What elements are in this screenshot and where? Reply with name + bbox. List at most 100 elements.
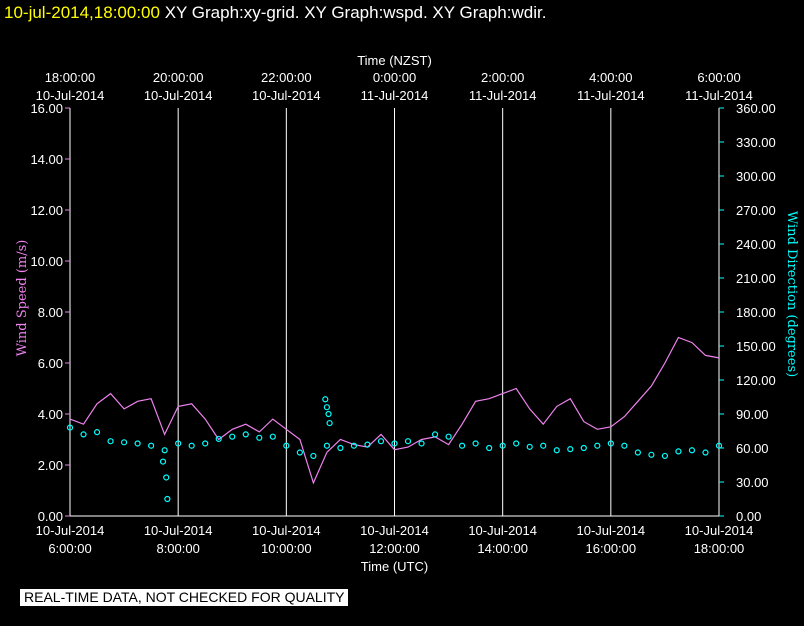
- series-wdir-point: [66, 424, 74, 431]
- bottom-tick-time: 10:00:00: [261, 541, 312, 556]
- series-wdir-point: [364, 441, 371, 448]
- right-tick-label: 210.00: [736, 271, 776, 286]
- series-wdir-point: [283, 442, 290, 449]
- bottom-tick-time: 18:00:00: [694, 541, 745, 556]
- series-wdir-point: [391, 440, 398, 447]
- series-wdir-point: [459, 442, 466, 449]
- left-tick-label: 10.00: [30, 254, 63, 269]
- top-tick-date: 10-Jul-2014: [144, 88, 213, 103]
- right-tick-label: 60.00: [736, 441, 769, 456]
- right-tick-label: 150.00: [736, 339, 776, 354]
- series-wdir-point: [161, 447, 168, 454]
- series-wdir-point: [607, 440, 614, 447]
- top-tick-date: 10-Jul-2014: [36, 88, 105, 103]
- top-tick-date: 11-Jul-2014: [685, 88, 753, 103]
- left-tick-label: 16.00: [30, 101, 63, 116]
- right-axis-title: Wind Direction (degrees): [784, 211, 799, 377]
- bottom-tick-time: 8:00:00: [156, 541, 199, 556]
- right-tick-label: 270.00: [736, 203, 776, 218]
- timestamp: 10-jul-2014,18:00:00: [4, 3, 160, 22]
- series-wdir-point: [553, 447, 560, 454]
- top-axis-label: Time (NZST): [357, 53, 432, 68]
- left-tick-label: 12.00: [30, 203, 63, 218]
- right-tick-label: 360.00: [736, 101, 776, 116]
- series-wdir-point: [337, 444, 344, 452]
- bottom-tick-date: 10-Jul-2014: [36, 523, 105, 538]
- top-tick-time: 18:00:00: [45, 70, 96, 85]
- series-wdir-point: [661, 452, 669, 460]
- series-wdir-point: [242, 431, 249, 438]
- series-wdir-point: [499, 442, 506, 449]
- series-wdir-point: [175, 440, 182, 447]
- series-wdir-point: [215, 435, 222, 443]
- top-tick-date: 11-Jul-2014: [361, 88, 429, 103]
- top-tick-time: 20:00:00: [153, 70, 204, 85]
- top-tick-time: 6:00:00: [697, 70, 740, 85]
- series-wdir-point: [256, 434, 263, 441]
- left-tick-label: 14.00: [30, 152, 63, 167]
- bottom-tick-date: 10-Jul-2014: [144, 523, 213, 538]
- series-wdir-point: [159, 458, 167, 465]
- bottom-tick-date: 10-Jul-2014: [468, 523, 537, 538]
- series-wdir-point: [107, 438, 114, 445]
- series-wdir-point: [688, 447, 696, 454]
- series-wdir-point: [164, 495, 171, 503]
- series-wdir-point: [326, 419, 333, 427]
- top-tick-time: 22:00:00: [261, 70, 312, 85]
- bottom-tick-date: 10-Jul-2014: [577, 523, 646, 538]
- top-tick-date: 10-Jul-2014: [252, 88, 321, 103]
- series-wdir-point: [431, 431, 439, 438]
- series-wdir-point: [377, 438, 385, 445]
- left-tick-label: 2.00: [38, 458, 63, 473]
- graph-titles: XY Graph:xy-grid. XY Graph:wspd. XY Grap…: [164, 3, 547, 22]
- series-wdir-point: [715, 442, 723, 449]
- top-tick-date: 11-Jul-2014: [469, 88, 537, 103]
- left-tick-label: 0.00: [38, 509, 63, 524]
- series-wdir-point: [675, 448, 682, 455]
- left-axis-title: Wind Speed (m/s): [15, 240, 30, 357]
- left-tick-label: 8.00: [38, 305, 63, 320]
- bottom-tick-date: 10-Jul-2014: [685, 523, 754, 538]
- right-tick-label: 0.00: [736, 509, 761, 524]
- bottom-tick-time: 14:00:00: [477, 541, 528, 556]
- top-tick-time: 4:00:00: [589, 70, 632, 85]
- series-wdir-point: [93, 429, 101, 436]
- series-wdir-point: [702, 449, 709, 456]
- series-wdir-point: [404, 438, 412, 445]
- top-tick-time: 0:00:00: [373, 70, 416, 85]
- series-wdir-point: [472, 440, 479, 447]
- series-wdir-point: [540, 442, 547, 449]
- bottom-axis-label: Time (UTC): [361, 559, 428, 574]
- series-wdir-point: [202, 440, 209, 447]
- right-tick-label: 180.00: [736, 305, 776, 320]
- right-tick-label: 30.00: [736, 475, 769, 490]
- series-wdir-point: [80, 431, 87, 438]
- right-tick-label: 120.00: [736, 373, 776, 388]
- bottom-tick-date: 10-Jul-2014: [360, 523, 429, 538]
- series-wdir-point: [134, 440, 141, 447]
- series-wdir-point: [323, 404, 330, 411]
- series-wdir-point: [567, 446, 574, 453]
- series-wdir-point: [188, 442, 195, 449]
- series-wdir-point: [163, 474, 170, 481]
- series-wdir-point: [648, 451, 655, 458]
- left-tick-label: 4.00: [38, 407, 63, 422]
- bottom-tick-time: 6:00:00: [48, 541, 91, 556]
- series-wdir-point: [120, 439, 128, 446]
- series-wdir-point: [445, 433, 452, 440]
- series-wdir-point: [296, 449, 303, 456]
- series-wdir-point: [486, 444, 493, 452]
- series-wdir-point: [322, 396, 329, 403]
- series-wdir-point: [350, 442, 358, 449]
- left-tick-label: 6.00: [38, 356, 63, 371]
- series-wdir-point: [621, 442, 628, 449]
- series-wdir-point: [310, 452, 317, 460]
- quality-notice: REAL-TIME DATA, NOT CHECKED FOR QUALITY: [20, 589, 349, 606]
- series-wspd-line: [69, 336, 720, 485]
- series-wdir-point: [229, 433, 236, 440]
- right-tick-label: 330.00: [736, 135, 776, 150]
- bottom-tick-time: 16:00:00: [586, 541, 637, 556]
- series-wdir-point: [325, 410, 332, 418]
- series-wdir-point: [594, 442, 601, 449]
